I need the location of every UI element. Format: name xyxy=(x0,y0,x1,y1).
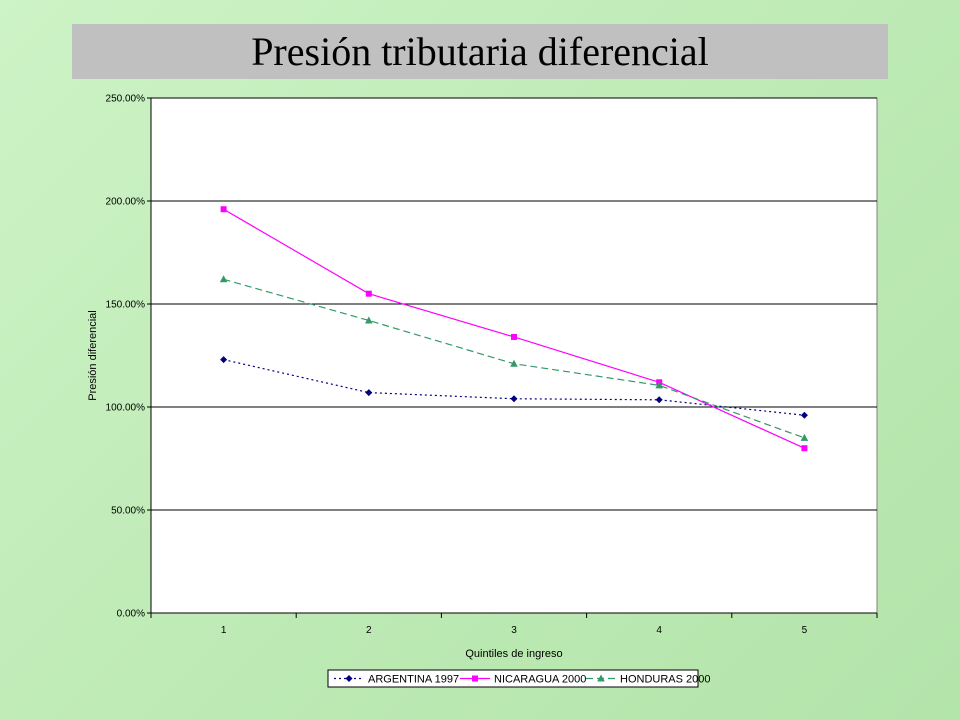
data-point xyxy=(365,389,373,397)
axes: 0.00% 50.00% 100.00% 150.00% 200.00% 250.00% 1… xyxy=(106,94,878,636)
y-tick-label: 200.00% xyxy=(106,197,146,208)
data-point xyxy=(510,395,518,403)
data-point xyxy=(220,206,227,213)
data-point xyxy=(801,445,808,452)
legend-marker xyxy=(345,675,353,682)
x-tick-label: 2 xyxy=(366,625,372,636)
legend-item: HONDURAS 2000 xyxy=(586,674,710,686)
legend-item: ARGENTINA 1997 xyxy=(334,674,459,686)
data-point xyxy=(365,316,373,324)
series-honduras-2000 xyxy=(219,275,809,441)
y-tick-label: 250.00% xyxy=(106,94,146,105)
legend-box xyxy=(327,669,699,688)
legend-label: NICARAGUA 2000 xyxy=(494,674,586,686)
gridlines xyxy=(151,97,877,511)
y-tick-label: 0.00% xyxy=(117,609,145,620)
legend-item: NICARAGUA 2000 xyxy=(460,674,586,686)
x-tick-label: 5 xyxy=(802,625,808,636)
y-tick-label: 50.00% xyxy=(111,506,145,517)
y-axis-title: Presión diferencial xyxy=(87,310,99,401)
data-point xyxy=(220,356,228,364)
data-point xyxy=(219,275,228,283)
data-point xyxy=(800,433,809,441)
legend-marker xyxy=(472,675,478,682)
data-point xyxy=(655,381,663,389)
legend-marker xyxy=(597,674,605,682)
data-point xyxy=(510,359,518,367)
plot-area xyxy=(150,97,878,614)
slide-title: Presión tributaria diferencial xyxy=(251,28,709,74)
legend-label: ARGENTINA 1997 xyxy=(368,674,459,686)
x-tick-label: 1 xyxy=(221,625,227,636)
data-point xyxy=(655,396,663,404)
legend-label: HONDURAS 2000 xyxy=(620,674,710,686)
x-tick-label: 4 xyxy=(656,625,662,636)
x-tick-label: 3 xyxy=(511,625,517,636)
data-point xyxy=(365,290,372,297)
series-group xyxy=(219,206,809,452)
y-tick-label: 100.00% xyxy=(106,403,146,414)
title-bar: Presión tributaria diferencial xyxy=(72,24,888,79)
series-argentina-1997 xyxy=(220,356,808,419)
y-tick-label: 150.00% xyxy=(106,300,146,311)
data-point xyxy=(800,411,808,419)
legend: ARGENTINA 1997 NICARAGUA 2000 HONDURAS 200… xyxy=(327,669,710,688)
data-point xyxy=(511,333,517,340)
x-axis-title: Quintiles de ingreso xyxy=(465,648,562,660)
